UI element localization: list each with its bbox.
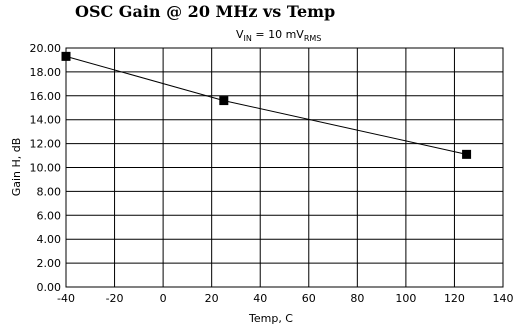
- x-tick-label: 40: [253, 292, 267, 305]
- x-tick-label: 80: [350, 292, 364, 305]
- y-tick-label: 2.00: [37, 257, 62, 270]
- y-tick-label: 0.00: [37, 281, 62, 294]
- x-tick-label: 20: [205, 292, 219, 305]
- y-tick-label: 14.00: [30, 114, 62, 127]
- data-point: [219, 96, 229, 106]
- y-tick-label: 10.00: [30, 162, 62, 175]
- plot-frame: [65, 47, 504, 288]
- x-tick-label: 0: [160, 292, 167, 305]
- data-point: [61, 51, 71, 61]
- y-tick-label: 4.00: [37, 233, 62, 246]
- y-tick-label: 6.00: [37, 209, 62, 222]
- x-tick-label: 120: [444, 292, 465, 305]
- series-group: [61, 51, 472, 159]
- x-axis-ticks: -40 -20 0 20 40 60 80 100 120 140: [57, 292, 513, 305]
- series-line: [65, 55, 467, 155]
- y-tick-label: 16.00: [30, 90, 62, 103]
- y-tick-label: 8.00: [37, 185, 62, 198]
- grid-lines: [65, 47, 504, 288]
- data-point: [462, 149, 472, 159]
- x-tick-label: 140: [493, 292, 514, 305]
- y-tick-label: 20.00: [30, 42, 62, 55]
- x-tick-label: 100: [395, 292, 416, 305]
- chart-title: OSC Gain @ 20 MHz vs Temp: [75, 2, 336, 21]
- y-tick-label: 12.00: [30, 138, 62, 151]
- x-tick-label: -40: [57, 292, 75, 305]
- x-tick-label: -20: [106, 292, 124, 305]
- y-axis-ticks: 0.00 2.00 4.00 6.00 8.00 10.00 12.00 14.00 16.00…: [30, 42, 62, 294]
- y-tick-label: 18.00: [30, 66, 62, 79]
- x-tick-label: 60: [302, 292, 316, 305]
- chart-subtitle: VIN = 10 mVRMS: [236, 28, 321, 43]
- x-axis-label: Temp, C: [248, 312, 293, 325]
- y-axis-label: Gain H, dB: [10, 138, 23, 197]
